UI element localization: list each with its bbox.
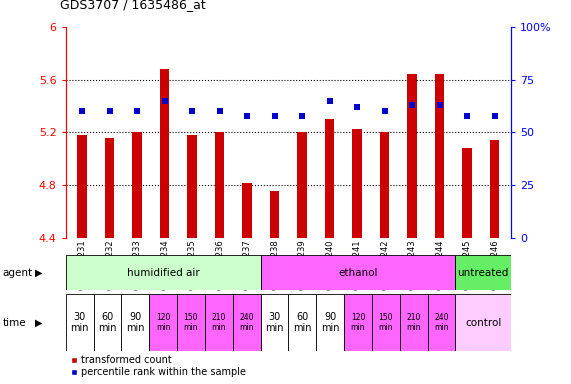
Bar [352, 129, 362, 238]
Text: 60
min: 60 min [293, 312, 312, 333]
Bar [215, 132, 224, 238]
Bar [177, 294, 205, 351]
Bar [205, 294, 233, 351]
Text: untreated: untreated [457, 268, 509, 278]
Text: agent: agent [3, 268, 33, 278]
Bar [105, 138, 114, 238]
Text: control: control [465, 318, 501, 328]
Bar [122, 294, 149, 351]
Bar [380, 132, 389, 238]
Bar [325, 119, 335, 238]
Text: 240
min: 240 min [239, 313, 254, 332]
Bar [160, 69, 170, 238]
Text: ▶: ▶ [35, 318, 43, 328]
Text: 150
min: 150 min [184, 313, 198, 332]
Bar [66, 294, 94, 351]
Bar [428, 294, 456, 351]
Bar [187, 135, 197, 238]
Bar [66, 255, 260, 290]
Bar [94, 294, 122, 351]
Bar [260, 255, 456, 290]
Bar [242, 183, 252, 238]
Text: humidified air: humidified air [127, 268, 199, 278]
Text: 30
min: 30 min [265, 312, 284, 333]
Bar [260, 294, 288, 351]
Legend: transformed count, percentile rank within the sample: transformed count, percentile rank withi… [71, 355, 246, 377]
Text: 60
min: 60 min [98, 312, 116, 333]
Text: 240
min: 240 min [434, 313, 449, 332]
Text: time: time [3, 318, 26, 328]
Bar [456, 294, 511, 351]
Text: 90
min: 90 min [126, 312, 144, 333]
Bar [288, 294, 316, 351]
Text: 120
min: 120 min [156, 313, 170, 332]
Bar [233, 294, 260, 351]
Text: 90
min: 90 min [321, 312, 339, 333]
Bar [132, 132, 142, 238]
Bar [270, 190, 279, 238]
Text: ▶: ▶ [35, 268, 43, 278]
Bar [77, 135, 87, 238]
Bar [407, 74, 417, 238]
Bar [435, 74, 444, 238]
Text: GDS3707 / 1635486_at: GDS3707 / 1635486_at [60, 0, 206, 12]
Text: 30
min: 30 min [70, 312, 89, 333]
Bar [463, 148, 472, 238]
Bar [456, 255, 511, 290]
Bar [316, 294, 344, 351]
Bar [400, 294, 428, 351]
Bar [297, 132, 307, 238]
Text: 210
min: 210 min [407, 313, 421, 332]
Text: 210
min: 210 min [211, 313, 226, 332]
Text: ethanol: ethanol [338, 268, 377, 278]
Bar [372, 294, 400, 351]
Text: 150
min: 150 min [379, 313, 393, 332]
Bar [490, 141, 500, 238]
Bar [344, 294, 372, 351]
Text: 120
min: 120 min [351, 313, 365, 332]
Bar [149, 294, 177, 351]
